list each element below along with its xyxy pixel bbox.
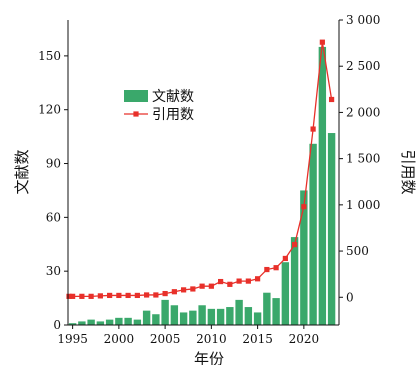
- bar-2006: [170, 305, 179, 325]
- bar-2022: [318, 46, 327, 325]
- y2-tick-label-2500: 2 500: [346, 59, 380, 73]
- y2-tick-label-0: 0: [346, 290, 354, 304]
- bar-2012: [226, 307, 234, 325]
- bar-2001: [124, 317, 132, 325]
- citation-point-2021: [310, 126, 316, 132]
- bar-2010: [207, 308, 216, 325]
- citation-point-1995: [70, 293, 76, 299]
- bar-2017: [272, 298, 280, 325]
- y2-tick-label-500: 500: [346, 244, 369, 258]
- citation-point-2002: [134, 292, 140, 299]
- citation-point-2005: [162, 290, 168, 297]
- bar-2009: [198, 305, 206, 325]
- x-tick-label-2015: 2015: [242, 332, 273, 346]
- citation-point-1998: [97, 293, 103, 299]
- citation-point-2016: [264, 266, 270, 273]
- y2-tick-label-1000: 1 000: [346, 198, 380, 212]
- citation-point-2014: [245, 278, 251, 284]
- y-tick-label-0: 0: [53, 318, 61, 332]
- x-tick-label-2000: 2000: [104, 332, 135, 346]
- citation-point-2013: [236, 278, 242, 284]
- citation-point-2001: [125, 292, 131, 299]
- bar-1996: [78, 321, 86, 325]
- axes: 0 30 60 90 120 150 0 500 1 000 1 500 2 000 2 500 3 0…: [38, 13, 380, 346]
- bar-2008: [189, 310, 197, 325]
- y2-tick-label-1500: 1 500: [346, 152, 380, 166]
- citation-point-2006: [171, 289, 177, 295]
- bar-2016: [263, 292, 271, 325]
- legend-swatch-literature: [124, 90, 148, 102]
- citation-point-2008: [190, 286, 196, 292]
- bar-2004: [152, 314, 160, 325]
- citation-point-2012: [227, 281, 233, 287]
- bar-2002: [133, 319, 142, 325]
- citation-point-2015: [255, 276, 261, 282]
- bar-2023: [327, 133, 336, 325]
- citation-point-2000: [116, 292, 122, 299]
- citation-point-1994: [66, 293, 72, 299]
- y-tick-label-60: 60: [46, 210, 61, 224]
- citation-point-2011: [218, 278, 224, 285]
- citation-point-1996: [79, 293, 85, 299]
- y-tick-label-90: 90: [46, 157, 61, 171]
- bar-2020: [300, 190, 308, 325]
- citations-series: [66, 39, 335, 299]
- x-tick-label-2010: 2010: [196, 332, 227, 346]
- legend-marker-citations: [133, 111, 139, 117]
- y2-axis-title: 引用数: [399, 149, 417, 194]
- y-tick-label-30: 30: [46, 264, 61, 278]
- x-axis-title: 年份: [194, 350, 224, 365]
- y2-tick-label-2000: 2 000: [346, 105, 380, 119]
- y-tick-label-120: 120: [38, 103, 61, 117]
- bar-2007: [179, 312, 188, 325]
- bar-2019: [290, 237, 299, 325]
- legend-label-literature: 文献数: [152, 89, 194, 105]
- bar-2021: [309, 143, 317, 325]
- y-tick-label-150: 150: [38, 49, 61, 63]
- bar-1997: [87, 319, 95, 325]
- citation-point-2004: [153, 292, 159, 298]
- citation-point-2022: [319, 39, 325, 45]
- citation-point-2018: [282, 255, 288, 262]
- citation-point-2007: [181, 287, 187, 293]
- y-axis-title: 文献数: [13, 149, 31, 194]
- bar-1999: [105, 319, 114, 325]
- citation-point-1999: [107, 292, 113, 299]
- citation-point-2003: [144, 292, 150, 298]
- citation-point-2010: [208, 283, 214, 289]
- bar-2014: [244, 307, 253, 325]
- citation-point-1997: [88, 293, 94, 299]
- bar-2000: [115, 317, 123, 325]
- bar-2011: [216, 308, 225, 325]
- x-tick-label-2020: 2020: [289, 332, 320, 346]
- bars-series: [68, 46, 336, 325]
- bar-1995: [68, 323, 77, 325]
- bar-2013: [235, 299, 243, 325]
- bar-2005: [161, 299, 169, 325]
- citation-point-2019: [292, 241, 298, 248]
- citation-point-2009: [199, 283, 205, 289]
- citation-point-2023: [329, 96, 335, 103]
- citation-point-2020: [301, 204, 307, 210]
- y2-tick-label-3000: 3 000: [346, 13, 380, 27]
- x-tick-label-2005: 2005: [150, 332, 181, 346]
- citation-point-2017: [273, 265, 279, 271]
- bar-2003: [142, 310, 151, 325]
- bar-2015: [253, 312, 262, 325]
- bar-1998: [96, 321, 105, 325]
- x-tick-label-1995: 1995: [57, 332, 88, 346]
- legend-label-citations: 引用数: [152, 107, 194, 123]
- bar-2018: [281, 262, 290, 325]
